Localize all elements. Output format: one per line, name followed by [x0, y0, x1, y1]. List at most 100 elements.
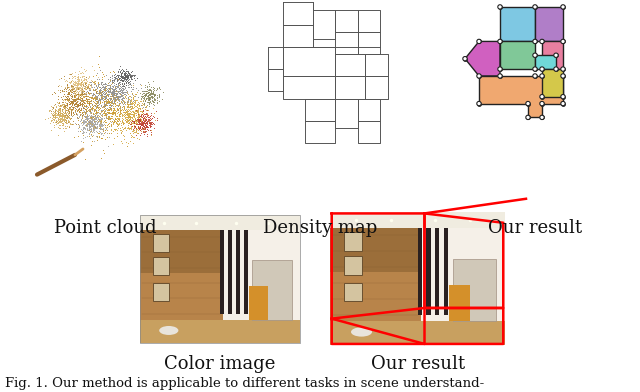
Point [88, 122, 99, 128]
Point [123, 117, 133, 123]
Point [146, 90, 156, 96]
Point [93, 92, 103, 98]
Point [121, 89, 131, 95]
Point [68, 96, 78, 102]
Point [129, 119, 139, 125]
Point [84, 87, 95, 93]
Point [147, 93, 157, 100]
Point [72, 114, 82, 121]
Point [139, 111, 149, 117]
Point [63, 117, 73, 123]
Point [124, 104, 134, 111]
Point [56, 110, 66, 116]
Point [89, 122, 99, 128]
Point [120, 71, 131, 77]
Point [104, 85, 115, 91]
Point [108, 141, 118, 147]
Point [88, 116, 98, 122]
Point [57, 96, 67, 102]
Point [111, 91, 122, 97]
Point [97, 94, 107, 100]
Point [55, 108, 65, 114]
Point [68, 105, 79, 112]
Point [351, 217, 362, 223]
Point [139, 114, 149, 120]
Point [134, 120, 145, 126]
Point [77, 129, 88, 135]
Point [93, 99, 103, 105]
Point [132, 111, 143, 118]
Point [140, 116, 150, 122]
Point [123, 102, 133, 108]
Point [129, 122, 140, 129]
Point [91, 94, 101, 100]
Point [143, 102, 154, 109]
Point [126, 125, 136, 131]
Point [57, 117, 67, 123]
Point [50, 113, 60, 120]
Point [55, 116, 65, 123]
Point [145, 98, 155, 105]
Point [87, 78, 97, 84]
Point [108, 109, 118, 116]
Point [111, 72, 122, 78]
Point [102, 134, 113, 140]
Point [93, 112, 103, 118]
Point [139, 117, 149, 123]
Point [118, 118, 129, 125]
Point [100, 103, 110, 109]
Point [74, 83, 84, 90]
Point [115, 91, 125, 98]
Point [105, 101, 115, 107]
Point [56, 102, 66, 109]
Point [100, 102, 111, 108]
Point [54, 76, 64, 82]
Point [81, 77, 92, 83]
Point [106, 91, 116, 97]
Point [132, 107, 143, 113]
Point [120, 118, 131, 124]
Point [89, 123, 99, 129]
Point [54, 109, 65, 116]
Point [81, 103, 91, 110]
Point [100, 136, 111, 143]
Point [115, 94, 125, 100]
Point [90, 112, 100, 118]
Point [92, 85, 102, 91]
Point [65, 71, 75, 77]
Point [67, 75, 77, 82]
Point [140, 122, 150, 128]
Point [95, 89, 105, 95]
Point [106, 93, 116, 99]
Point [76, 100, 86, 107]
Point [98, 122, 108, 128]
Point [104, 102, 115, 109]
Point [45, 110, 56, 116]
Point [125, 130, 135, 136]
Point [69, 88, 79, 94]
Point [133, 118, 143, 124]
Point [99, 98, 109, 104]
Point [136, 122, 147, 128]
Point [107, 111, 117, 117]
Point [144, 92, 154, 98]
Point [106, 119, 116, 125]
Point [104, 98, 114, 104]
Point [118, 97, 129, 103]
Point [135, 125, 145, 131]
Point [231, 220, 241, 226]
Point [124, 126, 134, 132]
Point [113, 122, 123, 128]
Point [105, 78, 115, 85]
Point [123, 67, 133, 74]
Point [62, 100, 72, 106]
Point [137, 109, 147, 115]
Point [114, 113, 124, 119]
Point [129, 127, 139, 133]
Point [134, 102, 145, 108]
Point [113, 125, 123, 131]
Point [107, 92, 117, 98]
Point [103, 143, 113, 149]
Point [78, 111, 88, 117]
Point [119, 98, 129, 104]
